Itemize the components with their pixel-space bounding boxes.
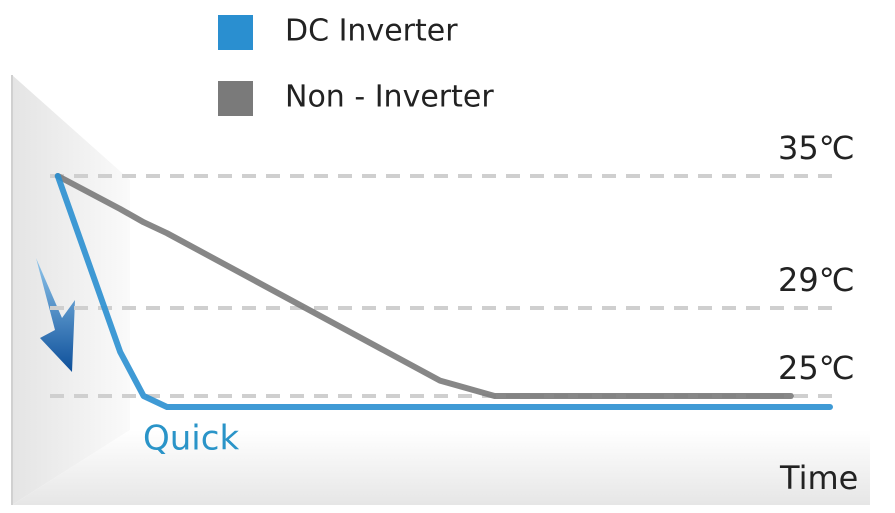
- y-tick-label: 25℃: [778, 349, 855, 387]
- x-axis-label: Time: [779, 459, 858, 497]
- legend-swatch: [218, 81, 253, 116]
- floor: [12, 430, 870, 505]
- wall: [12, 75, 130, 505]
- line: [54, 173, 833, 410]
- annotation: Quick: [143, 419, 239, 459]
- legend-label: Non - Inverter: [285, 80, 494, 115]
- legend-label: DC Inverter: [285, 14, 458, 49]
- y-tick-label: 35℃: [778, 129, 855, 167]
- down-arrow: [36, 258, 75, 372]
- legend-swatch: [218, 15, 253, 50]
- line: [54, 173, 794, 399]
- y-tick-label: 29℃: [778, 261, 855, 299]
